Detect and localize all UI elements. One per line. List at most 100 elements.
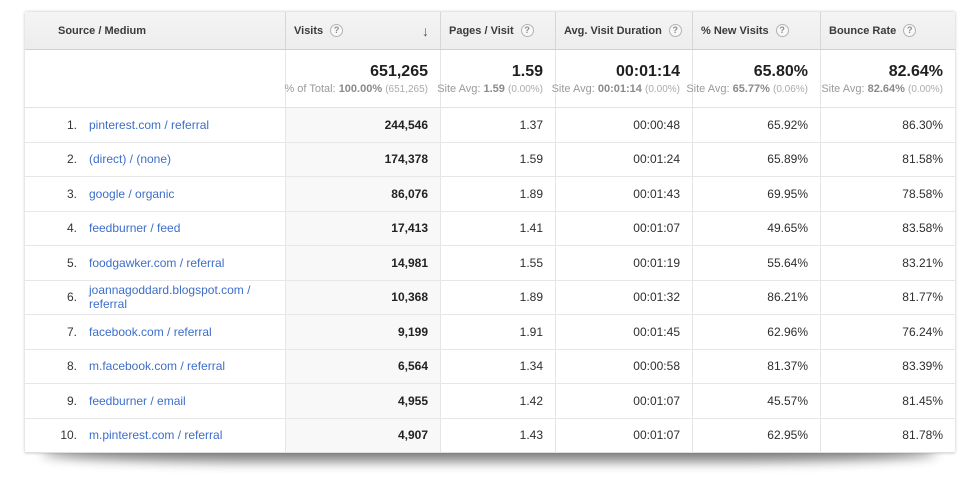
- row-rank: 7.: [66, 324, 77, 339]
- table-row: 10. m.pinterest.com / referral 4,907 1.43…: [25, 418, 955, 453]
- source-medium-link[interactable]: foodgawker.com / referral: [89, 255, 225, 270]
- summary-bounce-rate-subtext: Site Avg: 82.64% (0.00%): [821, 83, 943, 95]
- help-icon[interactable]: ?: [775, 24, 789, 37]
- visits-value: 10,368: [285, 280, 440, 314]
- bounce-rate-value: 76.24%: [820, 315, 955, 349]
- visits-value: 86,076: [285, 177, 440, 211]
- row-rank: 8.: [66, 359, 77, 374]
- column-header-percent-new-visits[interactable]: % New Visits ?: [692, 12, 820, 49]
- source-medium-link[interactable]: m.pinterest.com / referral: [89, 428, 223, 443]
- pages-per-visit-value: 1.59: [440, 142, 555, 176]
- source-medium-link[interactable]: m.facebook.com / referral: [89, 359, 226, 374]
- column-header-label: % New Visits: [701, 24, 769, 37]
- row-rank: 1.: [66, 117, 77, 132]
- percent-new-visits-value: 81.37%: [692, 349, 820, 383]
- source-medium-link[interactable]: joannagoddard.blogspot.com / referral: [89, 283, 251, 312]
- percent-new-visits-value: 65.89%: [692, 142, 820, 176]
- pages-per-visit-value: 1.37: [440, 108, 555, 142]
- avg-visit-duration-value: 00:01:43: [555, 177, 692, 211]
- summary-visits-subtext: % of Total: 100.00% (651,265): [284, 83, 428, 95]
- summary-percent-new-visits-value: 65.80%: [753, 63, 808, 80]
- summary-avg-visit-duration-cell: 00:01:14 Site Avg: 00:01:14 (0.00%): [552, 50, 692, 107]
- bounce-rate-value: 81.78%: [820, 418, 955, 452]
- table-row: 4. feedburner / feed 17,413 1.41 00:01:07…: [25, 211, 955, 246]
- visits-value: 14,981: [285, 246, 440, 280]
- column-header-source-medium[interactable]: Source / Medium: [25, 12, 285, 49]
- percent-new-visits-value: 62.95%: [692, 418, 820, 452]
- source-medium-link[interactable]: (direct) / (none): [89, 152, 172, 167]
- source-medium-cell: 6. joannagoddard.blogspot.com / referral: [25, 281, 285, 315]
- avg-visit-duration-value: 00:01:24: [555, 142, 692, 176]
- row-rank: 6.: [66, 290, 77, 305]
- source-medium-link[interactable]: google / organic: [89, 186, 175, 201]
- row-rank: 4.: [66, 221, 77, 236]
- row-rank: 9.: [66, 393, 77, 408]
- summary-percent-new-visits-subtext: Site Avg: 65.77% (0.06%): [686, 83, 808, 95]
- visits-value: 174,378: [285, 142, 440, 176]
- source-medium-link[interactable]: feedburner / email: [89, 393, 186, 408]
- visits-value: 4,907: [285, 418, 440, 452]
- bounce-rate-value: 83.39%: [820, 349, 955, 383]
- table-row: 1. pinterest.com / referral 244,546 1.37 …: [25, 108, 955, 143]
- summary-bounce-rate-cell: 82.64% Site Avg: 82.64% (0.00%): [820, 50, 955, 107]
- pages-per-visit-value: 1.34: [440, 349, 555, 383]
- pages-per-visit-value: 1.42: [440, 384, 555, 418]
- pages-per-visit-value: 1.41: [440, 211, 555, 245]
- column-header-label: Bounce Rate: [829, 24, 897, 37]
- source-medium-cell: 8. m.facebook.com / referral: [25, 350, 285, 384]
- source-medium-link[interactable]: pinterest.com / referral: [89, 117, 210, 132]
- source-medium-cell: 9. feedburner / email: [25, 384, 285, 418]
- summary-visits-value: 651,265: [370, 63, 428, 80]
- pages-per-visit-value: 1.89: [440, 177, 555, 211]
- bounce-rate-value: 86.30%: [820, 108, 955, 142]
- column-header-visits[interactable]: Visits ? ↓: [285, 12, 440, 49]
- source-medium-cell: 3. google / organic: [25, 177, 285, 211]
- sort-descending-icon[interactable]: ↓: [422, 22, 429, 39]
- summary-pages-per-visit-value: 1.59: [511, 63, 543, 80]
- source-medium-cell: 1. pinterest.com / referral: [25, 108, 285, 142]
- pages-per-visit-value: 1.43: [440, 418, 555, 452]
- source-medium-link[interactable]: feedburner / feed: [89, 221, 181, 236]
- help-icon[interactable]: ?: [330, 24, 344, 37]
- table-row: 7. facebook.com / referral 9,199 1.91 00:…: [25, 315, 955, 350]
- percent-new-visits-value: 55.64%: [692, 246, 820, 280]
- row-rank: 5.: [66, 255, 77, 270]
- percent-new-visits-value: 62.96%: [692, 315, 820, 349]
- column-header-label: Pages / Visit: [449, 24, 514, 37]
- avg-visit-duration-value: 00:01:07: [555, 211, 692, 245]
- column-header-avg-visit-duration[interactable]: Avg. Visit Duration ?: [555, 12, 692, 49]
- percent-new-visits-value: 86.21%: [692, 280, 820, 314]
- source-medium-link[interactable]: facebook.com / referral: [89, 324, 212, 339]
- percent-new-visits-value: 45.57%: [692, 384, 820, 418]
- avg-visit-duration-value: 00:01:45: [555, 315, 692, 349]
- visits-value: 6,564: [285, 349, 440, 383]
- bounce-rate-value: 83.58%: [820, 211, 955, 245]
- help-icon[interactable]: ?: [668, 24, 682, 37]
- summary-bounce-rate-value: 82.64%: [888, 63, 943, 80]
- avg-visit-duration-value: 00:01:19: [555, 246, 692, 280]
- table-header-row: Source / Medium Visits ? ↓ Pages / Visit…: [25, 12, 955, 50]
- bounce-rate-value: 78.58%: [820, 177, 955, 211]
- pages-per-visit-value: 1.89: [440, 280, 555, 314]
- source-medium-cell: 4. feedburner / feed: [25, 212, 285, 246]
- pages-per-visit-value: 1.91: [440, 315, 555, 349]
- avg-visit-duration-value: 00:00:48: [555, 108, 692, 142]
- visits-value: 244,546: [285, 108, 440, 142]
- table-row: 8. m.facebook.com / referral 6,564 1.34 0…: [25, 349, 955, 384]
- bounce-rate-value: 81.45%: [820, 384, 955, 418]
- help-icon[interactable]: ?: [520, 24, 534, 37]
- avg-visit-duration-value: 00:01:07: [555, 384, 692, 418]
- bounce-rate-value: 81.58%: [820, 142, 955, 176]
- percent-new-visits-value: 65.92%: [692, 108, 820, 142]
- row-rank: 3.: [66, 186, 77, 201]
- pages-per-visit-value: 1.55: [440, 246, 555, 280]
- column-header-pages-per-visit[interactable]: Pages / Visit ?: [440, 12, 555, 49]
- column-header-bounce-rate[interactable]: Bounce Rate ?: [820, 12, 955, 49]
- help-icon[interactable]: ?: [903, 24, 917, 37]
- source-medium-cell: 7. facebook.com / referral: [25, 315, 285, 349]
- summary-pages-per-visit-subtext: Site Avg: 1.59 (0.00%): [437, 83, 543, 95]
- source-medium-table-card: Source / Medium Visits ? ↓ Pages / Visit…: [25, 12, 955, 453]
- bounce-rate-value: 83.21%: [820, 246, 955, 280]
- row-rank: 10.: [60, 428, 77, 443]
- summary-pages-per-visit-cell: 1.59 Site Avg: 1.59 (0.00%): [437, 50, 555, 107]
